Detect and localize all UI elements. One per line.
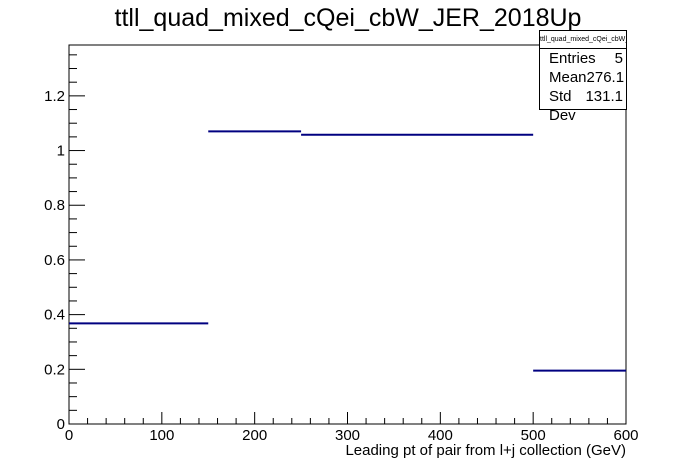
stats-mean-label: Mean bbox=[549, 69, 587, 86]
y-tick-label: 0.2 bbox=[44, 361, 65, 378]
axis-ticks bbox=[68, 54, 627, 425]
y-tick-label: 0.8 bbox=[44, 197, 65, 214]
stats-stddev-value: 131.1 bbox=[585, 88, 623, 105]
axis-tick-labels: 0 100 200 300 400 500 600 0 0.2 0.4 0.6 0.8 1 1.2 bbox=[44, 88, 638, 444]
x-tick-label: 400 bbox=[428, 427, 453, 444]
histogram-bins bbox=[69, 130, 626, 372]
y-tick-label: 1.2 bbox=[44, 88, 65, 105]
stats-mean-row: Mean 276.1 bbox=[540, 68, 626, 87]
x-tick-label: 100 bbox=[149, 427, 174, 444]
stats-entries-row: Entries 5 bbox=[540, 49, 626, 68]
stats-entries-value: 5 bbox=[614, 50, 623, 67]
stats-stddev-label: Std Dev bbox=[549, 88, 576, 124]
stats-box-title: ttll_quad_mixed_cQei_cbW_JER_2018Up bbox=[540, 31, 626, 49]
x-tick-label: 0 bbox=[65, 427, 73, 444]
x-tick-label: 500 bbox=[521, 427, 546, 444]
stats-mean-value: 276.1 bbox=[586, 69, 625, 86]
x-tick-label: 600 bbox=[613, 427, 638, 444]
stats-stddev-row: Std Dev 131.1 bbox=[540, 87, 626, 125]
chart-title: ttll_quad_mixed_cQei_cbW_JER_2018Up bbox=[114, 4, 582, 32]
x-tick-label: 300 bbox=[335, 427, 360, 444]
y-tick-label: 0 bbox=[57, 416, 65, 433]
y-tick-label: 0.6 bbox=[44, 252, 65, 269]
stats-box: ttll_quad_mixed_cQei_cbW_JER_2018Up Entr… bbox=[539, 30, 627, 124]
y-tick-label: 1 bbox=[57, 143, 65, 160]
stats-entries-label: Entries bbox=[549, 50, 596, 67]
x-tick-label: 200 bbox=[242, 427, 267, 444]
y-tick-label: 0.4 bbox=[44, 307, 65, 324]
x-axis-label: Leading pt of pair from l+j collection (… bbox=[345, 442, 626, 459]
